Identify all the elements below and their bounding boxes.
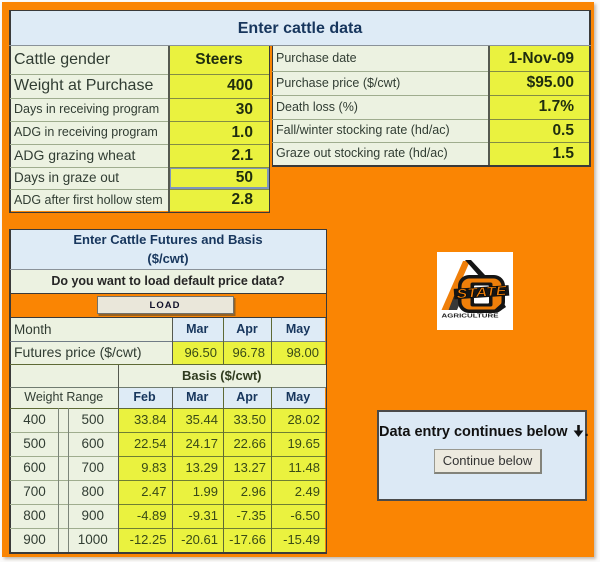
svg-text:AGRICULTURE: AGRICULTURE <box>442 314 499 320</box>
svg-text:STATE: STATE <box>456 283 507 301</box>
